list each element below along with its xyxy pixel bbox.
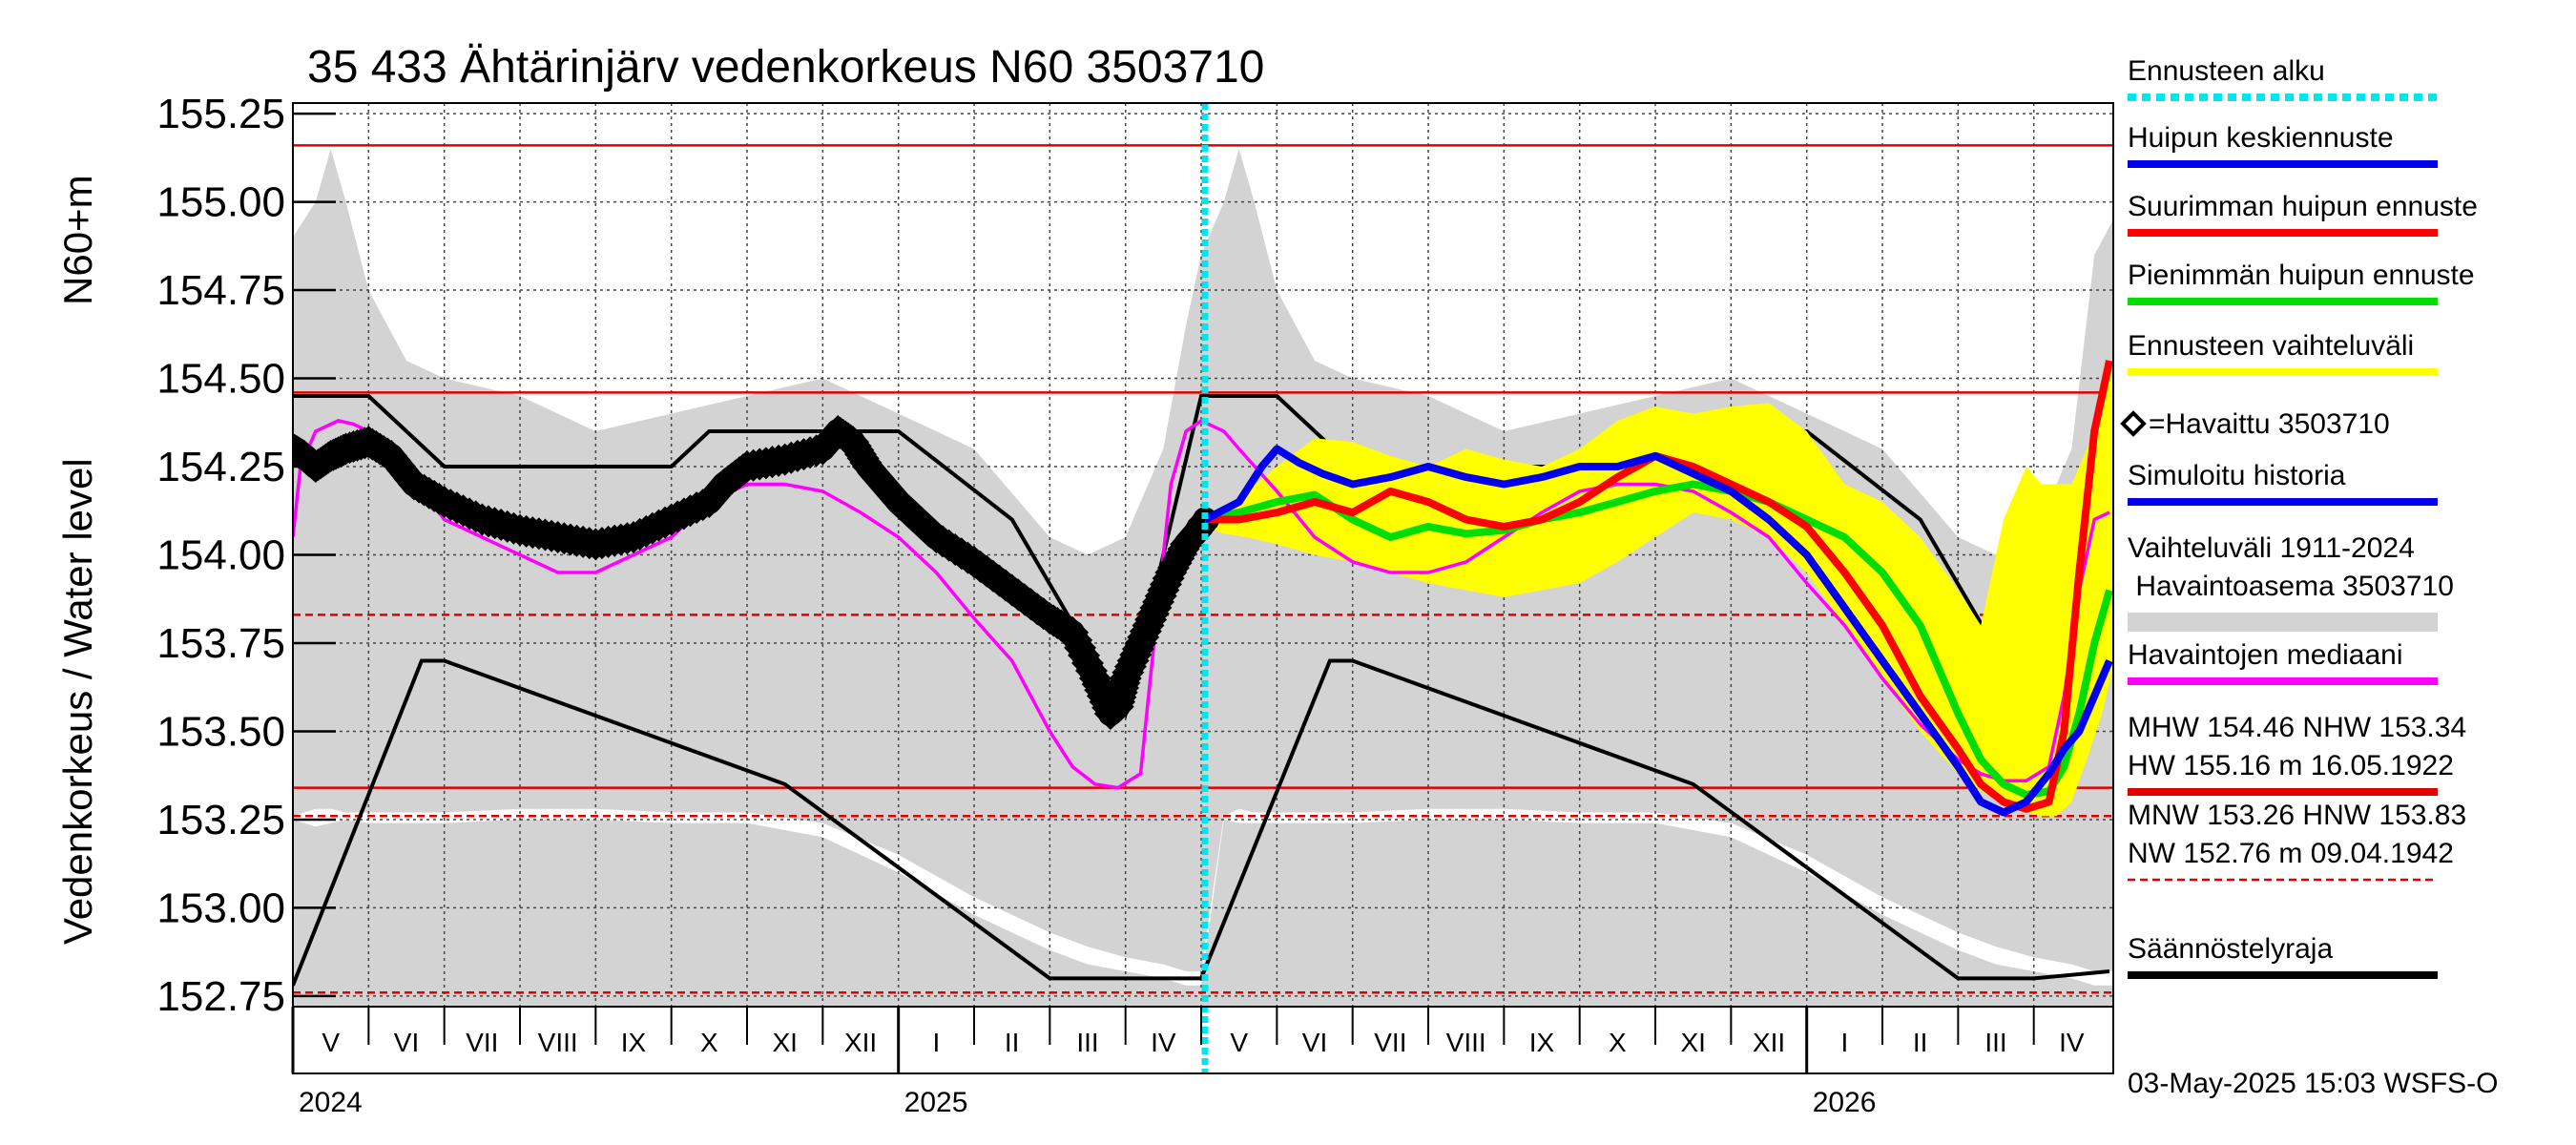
month-label: X bbox=[1609, 1028, 1627, 1057]
legend-label: MHW 154.46 NHW 153.34 bbox=[2128, 712, 2466, 743]
y-tick-label: 154.50 bbox=[156, 356, 285, 403]
month-label: III bbox=[1076, 1028, 1098, 1057]
timestamp-footer: 03-May-2025 15:03 WSFS-O bbox=[2128, 1068, 2499, 1099]
year-label: 2024 bbox=[299, 1087, 363, 1118]
max-peak-forecast-line bbox=[1205, 360, 2113, 813]
legend-label: Havaintojen mediaani bbox=[2128, 639, 2403, 671]
median-line bbox=[293, 418, 2110, 790]
chart-title: 35 433 Ähtärinjärv vedenkorkeus N60 3503… bbox=[307, 42, 1264, 93]
month-label: V bbox=[1230, 1028, 1248, 1057]
regulation-limit-lower bbox=[293, 658, 2110, 987]
forecast-range-band bbox=[1205, 361, 2113, 817]
month-label: I bbox=[932, 1028, 940, 1057]
month-label: XII bbox=[844, 1028, 877, 1057]
mean-peak-forecast-line bbox=[1203, 445, 2113, 817]
legend-label: Ennusteen alku bbox=[2128, 55, 2325, 87]
month-label: VIII bbox=[1446, 1028, 1486, 1057]
year-label: 2025 bbox=[904, 1087, 968, 1118]
axes: 152.75 153.00 153.25 153.50 153.75 154.00 154.… bbox=[156, 91, 2114, 1118]
month-label: I bbox=[1840, 1028, 1848, 1057]
month-label: XI bbox=[772, 1028, 797, 1057]
y-tick-label: 154.25 bbox=[156, 444, 285, 490]
y-axis-label: Vedenkorkeus / Water level bbox=[55, 458, 100, 945]
legend-label: Ennusteen vaihteluväli bbox=[2128, 330, 2414, 362]
plot-frame bbox=[292, 102, 2114, 1074]
legend-label: Suurimman huipun ennuste bbox=[2128, 191, 2478, 222]
y-tick-label: 153.75 bbox=[156, 620, 285, 667]
y-tick-label: 154.75 bbox=[156, 267, 285, 314]
legend-label: Säännöstelyraja bbox=[2128, 933, 2333, 965]
legend-label: MNW 153.26 HNW 153.83 bbox=[2128, 800, 2466, 831]
month-label: X bbox=[700, 1028, 718, 1057]
month-label: XII bbox=[1753, 1028, 1785, 1057]
legend-label: Pienimmän huipun ennuste bbox=[2128, 260, 2475, 291]
month-label: VI bbox=[394, 1028, 419, 1057]
month-label: IV bbox=[1151, 1028, 1176, 1057]
y-tick-label: 153.25 bbox=[156, 797, 285, 843]
y-axis-unit-label: N60+m bbox=[55, 175, 100, 305]
month-label: XI bbox=[1680, 1028, 1705, 1057]
legend-label: Huipun keskiennuste bbox=[2128, 122, 2394, 154]
plot-area bbox=[293, 103, 2113, 1073]
legend-label-line2: NW 152.76 m 09.04.1942 bbox=[2128, 838, 2454, 869]
y-tick-label: 154.00 bbox=[156, 532, 285, 579]
month-label: VIII bbox=[538, 1028, 578, 1057]
month-label: II bbox=[1913, 1028, 1928, 1057]
month-label: VI bbox=[1302, 1028, 1327, 1057]
month-label: VII bbox=[466, 1028, 498, 1057]
month-label: IX bbox=[1529, 1028, 1555, 1057]
month-label: III bbox=[1984, 1028, 2006, 1057]
legend-label-line2: HW 155.16 m 16.05.1922 bbox=[2128, 750, 2454, 781]
month-label: IX bbox=[621, 1028, 647, 1057]
y-tick-label: 155.25 bbox=[156, 91, 285, 137]
year-label: 2026 bbox=[1813, 1087, 1877, 1118]
y-tick-label: 153.50 bbox=[156, 708, 285, 755]
legend-swatch-diamond bbox=[2120, 410, 2147, 437]
legend-swatch-band bbox=[2128, 613, 2438, 632]
month-label: VII bbox=[1374, 1028, 1406, 1057]
y-tick-label: 155.00 bbox=[156, 179, 285, 226]
legend-label-line2: Havaintoasema 3503710 bbox=[2128, 571, 2454, 602]
variation-range-lower-band bbox=[293, 819, 2113, 1007]
legend-label: Vaihteluväli 1911-2024 bbox=[2128, 532, 2415, 564]
y-tick-label: 152.75 bbox=[156, 973, 285, 1020]
y-tick-label: 153.00 bbox=[156, 885, 285, 931]
legend-label: Simuloitu historia bbox=[2128, 460, 2346, 491]
legend: Ennusteen alku Huipun keskiennuste Suurimm… bbox=[2120, 55, 2478, 979]
month-label: II bbox=[1005, 1028, 1020, 1057]
legend-label: =Havaittu 3503710 bbox=[2149, 408, 2390, 440]
month-label: IV bbox=[2059, 1028, 2085, 1057]
month-label: V bbox=[322, 1028, 340, 1057]
